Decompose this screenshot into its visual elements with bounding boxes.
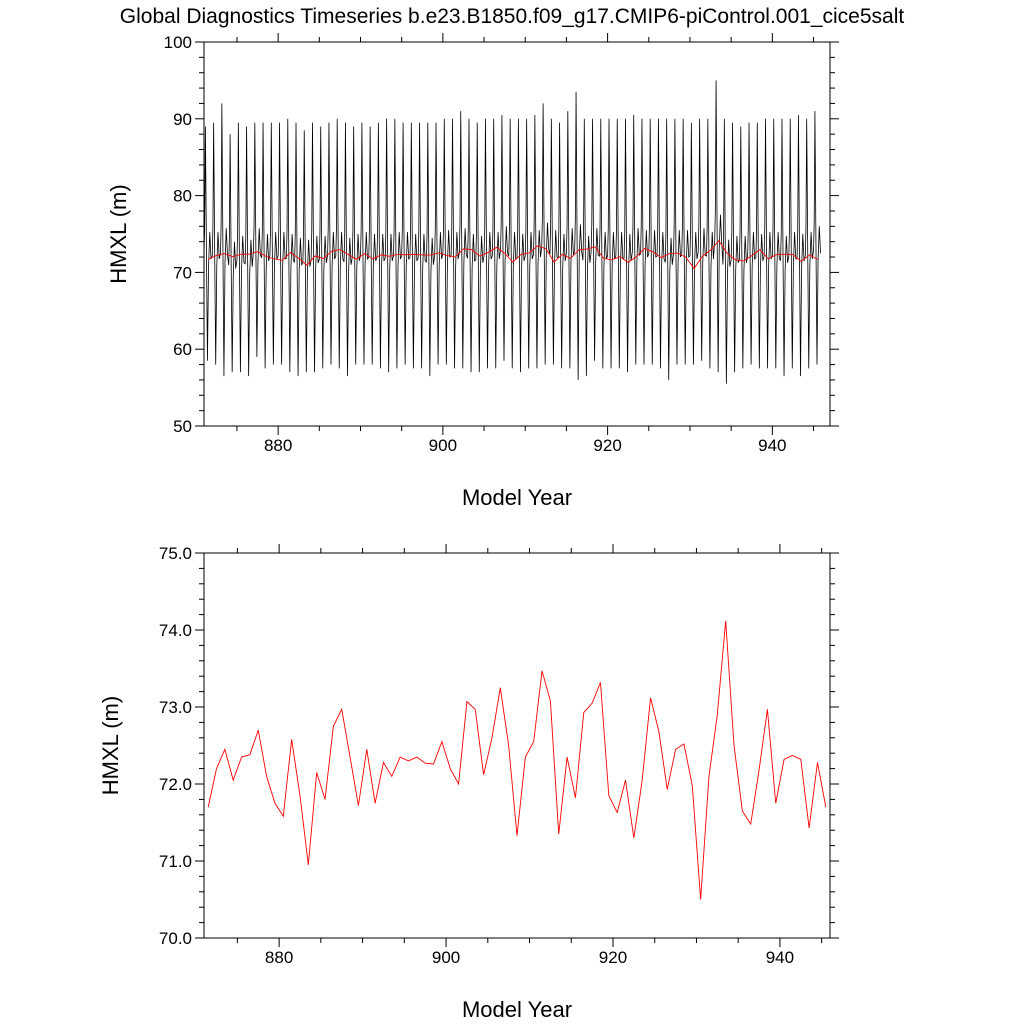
bottom-y-tick-label: 75.0 <box>159 544 192 563</box>
bottom-y-tick-label: 74.0 <box>159 621 192 640</box>
bottom-x-tick-label: 920 <box>599 948 627 967</box>
bottom-y-tick-label: 73.0 <box>159 698 192 717</box>
bottom-plot-lines <box>207 620 827 900</box>
top-x-tick-label: 940 <box>758 436 786 455</box>
bottom-y-tick-labels: 70.0 71.0 72.0 73.0 74.0 75.0 <box>159 544 192 948</box>
bottom-x-tick-labels: 880 900 920 940 <box>265 948 794 967</box>
bottom-chart: 880 900 920 940 70.0 71.0 72.0 73.0 74.0 75.0 Mo… <box>98 544 839 1022</box>
top-y-tick-label: 80 <box>173 187 192 206</box>
bottom-y-axis-label: HMXL (m) <box>98 696 123 795</box>
bottom-y-tick-label: 70.0 <box>159 929 192 948</box>
top-x-axis-label: Model Year <box>462 485 572 510</box>
bottom-x-tick-label: 940 <box>766 948 794 967</box>
top-x-tick-label: 900 <box>429 436 457 455</box>
bottom-axis-ticks <box>195 544 839 947</box>
top-y-axis-label: HMXL (m) <box>106 184 131 283</box>
top-monthly-series-line <box>203 80 821 384</box>
top-x-tick-labels: 880 900 920 940 <box>264 436 787 455</box>
top-x-tick-label: 920 <box>593 436 621 455</box>
top-y-tick-label: 70 <box>173 263 192 282</box>
bottom-x-tick-label: 880 <box>265 948 293 967</box>
bottom-y-tick-label: 72.0 <box>159 775 192 794</box>
top-x-tick-label: 880 <box>264 436 292 455</box>
bottom-x-tick-label: 900 <box>432 948 460 967</box>
top-plot-frame <box>203 41 831 427</box>
bottom-x-axis-label: Model Year <box>462 997 572 1022</box>
top-chart: 880 900 920 940 50 60 70 80 90 100 Model Year HM… <box>106 33 839 510</box>
top-y-tick-label: 100 <box>164 33 192 52</box>
top-y-tick-label: 90 <box>173 110 192 129</box>
top-annual-mean-series-line <box>207 240 818 270</box>
figure-title: Global Diagnostics Timeseries b.e23.B185… <box>120 5 905 28</box>
bottom-annual-mean-series-line <box>207 620 827 900</box>
top-y-tick-labels: 50 60 70 80 90 100 <box>164 33 192 436</box>
bottom-y-tick-label: 71.0 <box>159 852 192 871</box>
top-plot-lines <box>203 80 821 384</box>
top-y-tick-label: 60 <box>173 340 192 359</box>
top-axis-ticks <box>195 33 839 435</box>
top-y-tick-label: 50 <box>173 417 192 436</box>
bottom-plot-frame <box>203 552 831 939</box>
